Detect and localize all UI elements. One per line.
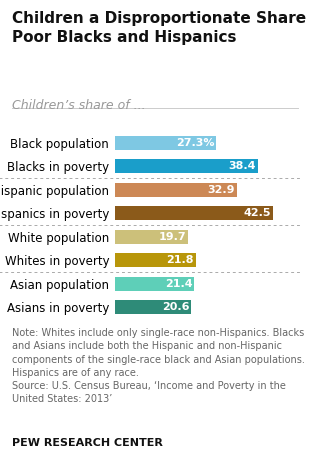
Text: 20.6: 20.6 (162, 302, 189, 312)
Text: Children a Disproportionate Share of
Poor Blacks and Hispanics: Children a Disproportionate Share of Poo… (12, 11, 310, 45)
Bar (115, 183, 237, 197)
Text: Note: Whites include only single-race non-Hispanics. Blacks
and Asians include b: Note: Whites include only single-race no… (12, 328, 305, 404)
Text: 42.5: 42.5 (243, 208, 271, 218)
Bar (115, 135, 216, 150)
Bar (115, 159, 258, 173)
Bar (115, 206, 273, 220)
Bar (115, 253, 196, 267)
Text: 21.4: 21.4 (165, 279, 193, 289)
Text: 38.4: 38.4 (228, 161, 256, 171)
Text: 19.7: 19.7 (158, 232, 186, 242)
Bar (115, 300, 191, 314)
Text: PEW RESEARCH CENTER: PEW RESEARCH CENTER (12, 437, 163, 448)
Text: Children’s share of ...: Children’s share of ... (12, 99, 146, 112)
Bar (115, 277, 194, 291)
Text: 21.8: 21.8 (166, 255, 194, 265)
Text: 32.9: 32.9 (208, 185, 235, 195)
Text: 27.3%: 27.3% (176, 138, 215, 148)
Bar (115, 230, 188, 244)
